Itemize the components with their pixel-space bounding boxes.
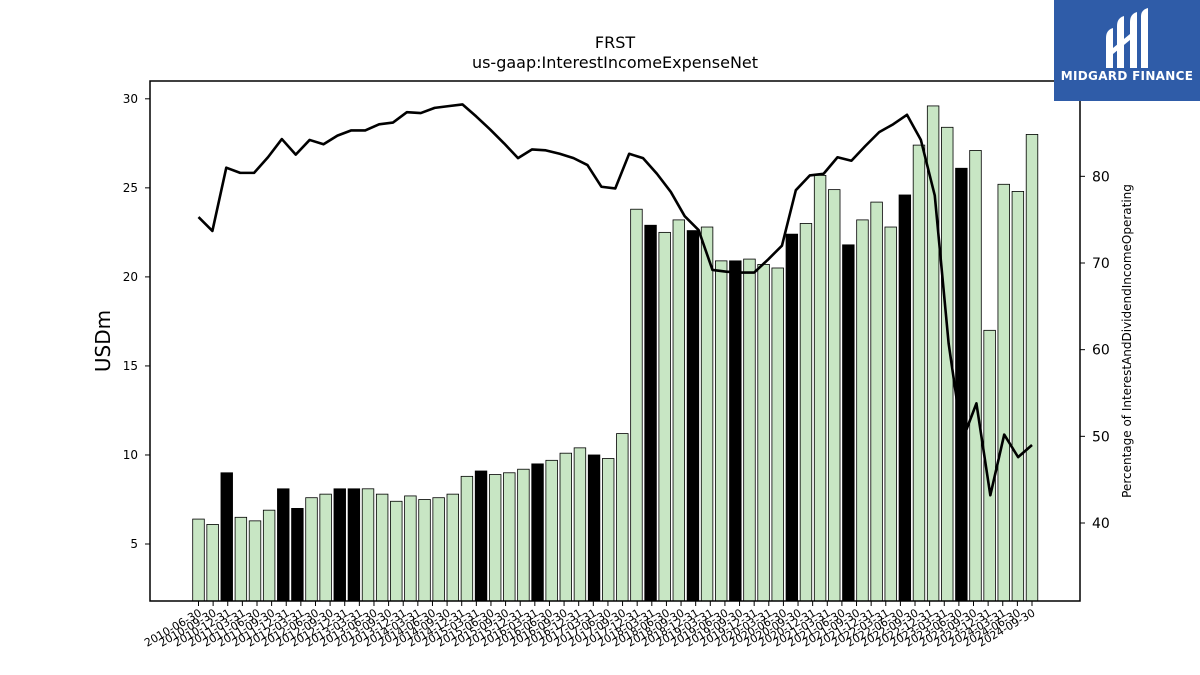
chart-title: FRST [595,33,635,52]
brand-logo: MIDGARD FINANCE [1054,0,1200,101]
bar [545,459,558,602]
bar [969,150,982,602]
bar [898,194,912,602]
bar [347,488,361,602]
bar [686,230,700,602]
bar [828,189,841,602]
bar [842,244,855,602]
bar [785,233,799,602]
bar [700,226,714,602]
bar [460,475,474,602]
y-tick-label: 30 [123,92,138,106]
bar [319,493,332,602]
bar [955,167,968,602]
midgard-logo-icon [1106,8,1148,68]
bar [474,470,488,602]
y2-axis-label: Percentage of InterestAndDividendIncomeO… [1120,184,1134,498]
brand-name: MIDGARD FINANCE [1060,69,1194,83]
y-axis-left: 5 10 15 20 25 30 [123,92,150,551]
bar [870,201,883,602]
bar [813,174,827,602]
bar [559,452,572,602]
y-axis-label: USDm [91,310,115,372]
bar [220,472,233,602]
bar [432,497,445,602]
bar [206,524,219,602]
bar [573,447,587,602]
bar [192,518,205,602]
bar [248,520,262,602]
bar [757,264,770,602]
y-tick-label: 15 [123,359,138,373]
bar [630,208,643,602]
line-series [197,103,1033,497]
y-tick-label: 20 [123,270,138,284]
bar-series [192,105,1039,602]
bar [1011,191,1025,602]
bar [658,231,671,602]
plot-frame [149,80,1081,602]
bar [390,500,403,602]
y2-tick-label: 50 [1092,429,1110,445]
bar [418,499,431,602]
bar [503,472,516,602]
bar [926,105,940,602]
bar [672,219,686,602]
bar [305,497,318,602]
bar [644,224,657,602]
bar [446,493,459,602]
y-tick-label: 5 [130,537,138,551]
line-path [197,103,1033,497]
y2-tick-label: 60 [1092,343,1110,359]
chart-subtitle: us-gaap:InterestIncomeExpenseNet [472,53,758,72]
y-axis-right: 40 50 60 70 80 [1080,169,1110,532]
bar [856,219,869,602]
bar [361,488,375,602]
bar [616,433,629,602]
y2-tick-label: 40 [1092,516,1110,532]
bar [799,223,813,602]
bar [404,495,417,602]
bar [277,488,290,602]
bar [375,493,389,602]
bar [729,260,742,602]
bar [517,468,530,602]
bar [601,458,615,602]
bar [234,516,248,602]
bar [997,183,1010,602]
x-axis: 2010-06-302010-09-302010-12-312011-03-31… [142,601,1038,650]
bar [715,260,728,602]
y-tick-label: 25 [123,181,138,195]
bar [912,144,926,602]
bar [743,258,756,602]
bar [291,507,304,602]
bar [771,267,784,602]
bar [333,488,346,602]
bar [488,474,502,602]
bar [1025,134,1039,602]
bar [531,463,544,602]
bar [262,509,276,602]
y2-tick-label: 70 [1092,256,1110,272]
y-tick-label: 10 [123,448,138,462]
bar [587,454,601,602]
y2-tick-label: 80 [1092,169,1110,185]
bar [884,226,897,602]
